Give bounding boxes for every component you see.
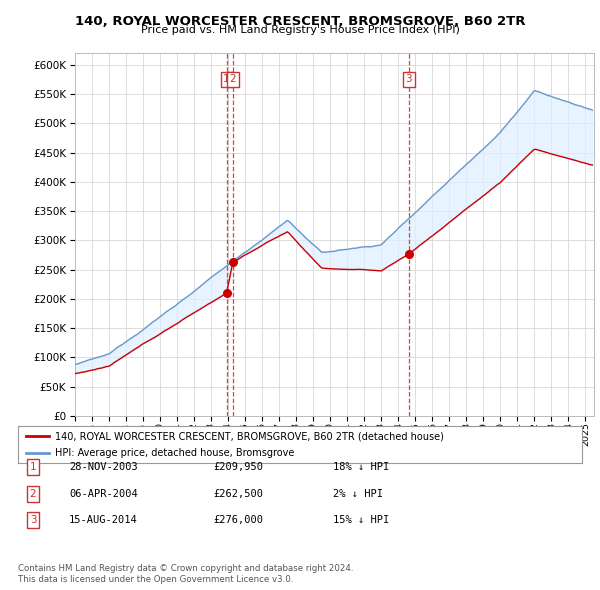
Text: 18% ↓ HPI: 18% ↓ HPI: [333, 463, 389, 472]
Text: 1: 1: [29, 463, 37, 472]
Text: 3: 3: [29, 516, 37, 525]
Text: £276,000: £276,000: [213, 516, 263, 525]
Text: 06-APR-2004: 06-APR-2004: [69, 489, 138, 499]
Text: 15% ↓ HPI: 15% ↓ HPI: [333, 516, 389, 525]
Text: £262,500: £262,500: [213, 489, 263, 499]
Text: 140, ROYAL WORCESTER CRESCENT, BROMSGROVE, B60 2TR: 140, ROYAL WORCESTER CRESCENT, BROMSGROV…: [75, 15, 525, 28]
Text: 2: 2: [229, 74, 236, 84]
Text: 2: 2: [29, 489, 37, 499]
Text: 28-NOV-2003: 28-NOV-2003: [69, 463, 138, 472]
Text: 3: 3: [406, 74, 412, 84]
Text: 15-AUG-2014: 15-AUG-2014: [69, 516, 138, 525]
Text: 1: 1: [223, 74, 230, 84]
Text: 140, ROYAL WORCESTER CRESCENT, BROMSGROVE, B60 2TR (detached house): 140, ROYAL WORCESTER CRESCENT, BROMSGROV…: [55, 431, 443, 441]
Text: 2% ↓ HPI: 2% ↓ HPI: [333, 489, 383, 499]
Text: Price paid vs. HM Land Registry's House Price Index (HPI): Price paid vs. HM Land Registry's House …: [140, 25, 460, 35]
Text: HPI: Average price, detached house, Bromsgrove: HPI: Average price, detached house, Brom…: [55, 448, 294, 458]
Text: Contains HM Land Registry data © Crown copyright and database right 2024.: Contains HM Land Registry data © Crown c…: [18, 565, 353, 573]
Text: £209,950: £209,950: [213, 463, 263, 472]
Text: This data is licensed under the Open Government Licence v3.0.: This data is licensed under the Open Gov…: [18, 575, 293, 584]
